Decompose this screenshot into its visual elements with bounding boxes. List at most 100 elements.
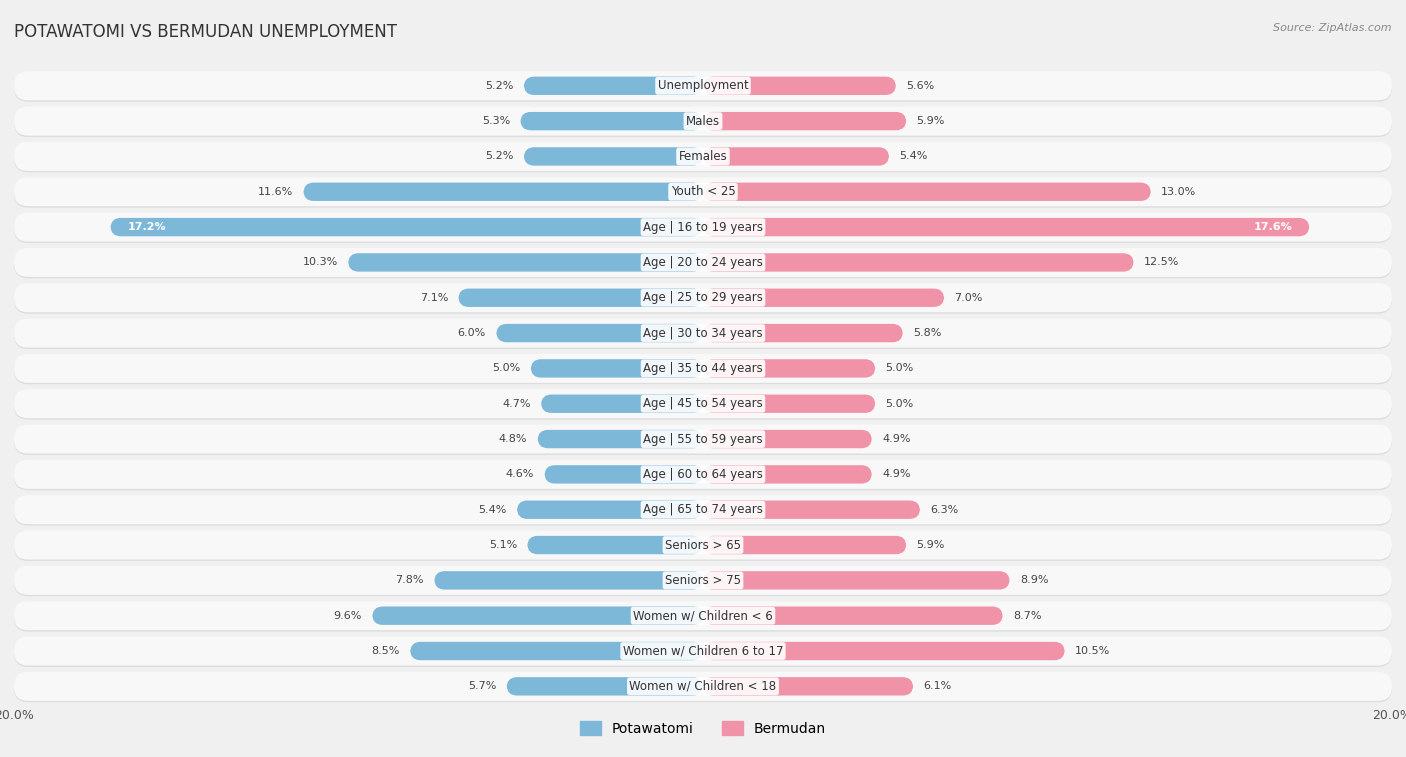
FancyBboxPatch shape [14,461,1392,491]
Text: 5.1%: 5.1% [489,540,517,550]
Text: 5.0%: 5.0% [492,363,520,373]
FancyBboxPatch shape [544,466,703,484]
FancyBboxPatch shape [14,672,1392,701]
Text: Women w/ Children < 6: Women w/ Children < 6 [633,609,773,622]
FancyBboxPatch shape [14,71,1392,100]
FancyBboxPatch shape [703,324,903,342]
FancyBboxPatch shape [14,107,1392,136]
Text: 5.0%: 5.0% [886,363,914,373]
Text: Age | 55 to 59 years: Age | 55 to 59 years [643,432,763,446]
FancyBboxPatch shape [14,355,1392,385]
Text: 10.3%: 10.3% [302,257,337,267]
FancyBboxPatch shape [14,248,1392,277]
Text: Seniors > 75: Seniors > 75 [665,574,741,587]
FancyBboxPatch shape [703,678,912,696]
FancyBboxPatch shape [14,425,1392,453]
FancyBboxPatch shape [703,572,1010,590]
FancyBboxPatch shape [14,497,1392,525]
Text: 4.7%: 4.7% [502,399,531,409]
FancyBboxPatch shape [14,391,1392,419]
FancyBboxPatch shape [14,283,1392,312]
Text: 12.5%: 12.5% [1144,257,1180,267]
Text: Unemployment: Unemployment [658,79,748,92]
FancyBboxPatch shape [14,567,1392,597]
FancyBboxPatch shape [111,218,703,236]
FancyBboxPatch shape [14,214,1392,243]
FancyBboxPatch shape [703,76,896,95]
FancyBboxPatch shape [703,466,872,484]
Text: 7.8%: 7.8% [395,575,425,585]
Text: Youth < 25: Youth < 25 [671,185,735,198]
Text: 8.9%: 8.9% [1019,575,1049,585]
FancyBboxPatch shape [14,177,1392,206]
FancyBboxPatch shape [524,148,703,166]
Text: 7.0%: 7.0% [955,293,983,303]
FancyBboxPatch shape [14,426,1392,455]
FancyBboxPatch shape [703,182,1152,201]
Text: Seniors > 65: Seniors > 65 [665,538,741,552]
FancyBboxPatch shape [703,360,875,378]
Text: 5.3%: 5.3% [482,116,510,126]
FancyBboxPatch shape [434,572,703,590]
FancyBboxPatch shape [14,566,1392,595]
FancyBboxPatch shape [14,601,1392,630]
Text: Males: Males [686,114,720,128]
FancyBboxPatch shape [531,360,703,378]
FancyBboxPatch shape [14,531,1392,559]
FancyBboxPatch shape [14,637,1392,665]
Text: Age | 20 to 24 years: Age | 20 to 24 years [643,256,763,269]
Text: 7.1%: 7.1% [420,293,449,303]
FancyBboxPatch shape [304,182,703,201]
Text: Women w/ Children 6 to 17: Women w/ Children 6 to 17 [623,644,783,658]
Text: Age | 65 to 74 years: Age | 65 to 74 years [643,503,763,516]
FancyBboxPatch shape [14,638,1392,667]
Text: 13.0%: 13.0% [1161,187,1197,197]
Text: Females: Females [679,150,727,163]
Text: 4.9%: 4.9% [882,469,911,479]
FancyBboxPatch shape [537,430,703,448]
FancyBboxPatch shape [14,603,1392,631]
FancyBboxPatch shape [524,76,703,95]
FancyBboxPatch shape [703,148,889,166]
FancyBboxPatch shape [14,142,1392,171]
Text: 6.0%: 6.0% [458,328,486,338]
Text: 5.7%: 5.7% [468,681,496,691]
Text: Age | 60 to 64 years: Age | 60 to 64 years [643,468,763,481]
Text: 4.9%: 4.9% [882,434,911,444]
Text: POTAWATOMI VS BERMUDAN UNEMPLOYMENT: POTAWATOMI VS BERMUDAN UNEMPLOYMENT [14,23,396,41]
FancyBboxPatch shape [703,500,920,519]
FancyBboxPatch shape [703,288,945,307]
FancyBboxPatch shape [506,678,703,696]
FancyBboxPatch shape [520,112,703,130]
Text: 5.9%: 5.9% [917,540,945,550]
Text: Age | 16 to 19 years: Age | 16 to 19 years [643,220,763,234]
Text: 5.6%: 5.6% [907,81,935,91]
Text: Age | 30 to 34 years: Age | 30 to 34 years [643,326,763,340]
Text: 5.8%: 5.8% [912,328,942,338]
FancyBboxPatch shape [703,218,1309,236]
Text: 4.8%: 4.8% [499,434,527,444]
FancyBboxPatch shape [14,389,1392,418]
FancyBboxPatch shape [14,213,1392,241]
FancyBboxPatch shape [411,642,703,660]
Text: 5.9%: 5.9% [917,116,945,126]
FancyBboxPatch shape [458,288,703,307]
Text: 6.3%: 6.3% [931,505,959,515]
FancyBboxPatch shape [349,254,703,272]
Text: Age | 45 to 54 years: Age | 45 to 54 years [643,397,763,410]
FancyBboxPatch shape [14,495,1392,524]
FancyBboxPatch shape [373,606,703,625]
Text: Women w/ Children < 18: Women w/ Children < 18 [630,680,776,693]
FancyBboxPatch shape [703,112,907,130]
Text: 5.0%: 5.0% [886,399,914,409]
FancyBboxPatch shape [14,108,1392,137]
FancyBboxPatch shape [14,143,1392,173]
FancyBboxPatch shape [14,460,1392,489]
Text: 9.6%: 9.6% [333,611,361,621]
Text: Source: ZipAtlas.com: Source: ZipAtlas.com [1274,23,1392,33]
FancyBboxPatch shape [14,320,1392,349]
Text: 10.5%: 10.5% [1076,646,1111,656]
Text: 5.2%: 5.2% [485,151,513,161]
Text: 5.4%: 5.4% [478,505,506,515]
Text: 6.1%: 6.1% [924,681,952,691]
